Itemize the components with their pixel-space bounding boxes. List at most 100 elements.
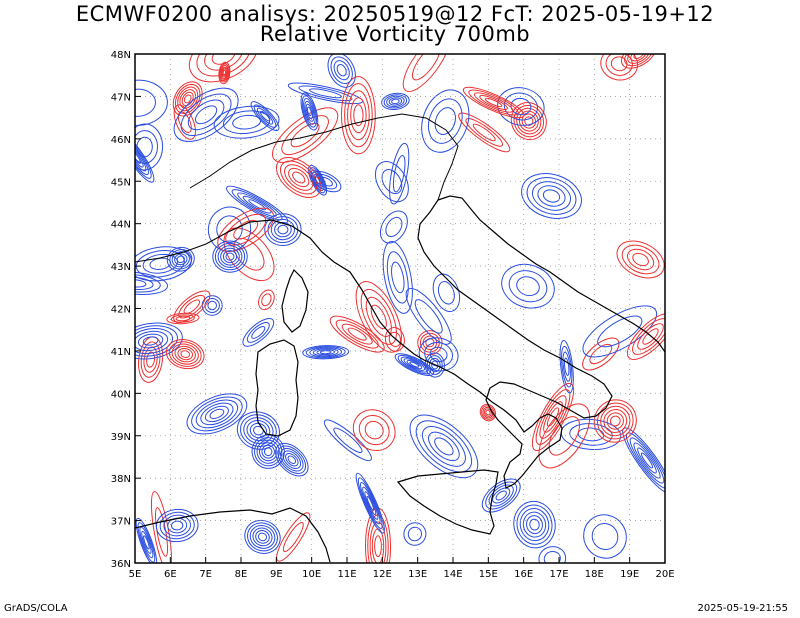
lat-tick-label: 48N [111,50,131,61]
negative-vorticity-contour [421,89,470,153]
lon-tick-label: 11E [337,569,356,580]
lon-tick-label: 12E [373,569,392,580]
positive-vorticity-contour [355,281,402,353]
lon-tick-label: 5E [129,569,142,580]
positive-vorticity-contour [276,157,322,198]
negative-vorticity-contour [323,419,372,462]
negative-vorticity-contour [389,142,410,205]
lon-tick-label: 14E [443,569,462,580]
positive-vorticity-contour [276,512,311,562]
lon-tick-label: 6E [164,569,177,580]
axis-ticks: 5E 6E 7E 8E 9E 10E 11E 12E 13E 14E 15E 16E 17E 18E 19E… [111,50,675,580]
lat-tick-label: 45N [111,177,131,188]
negative-vorticity-contour [173,87,239,142]
negative-vorticity-contour [381,92,410,111]
positive-vorticity-contour [616,240,665,279]
positive-vorticity-contour [352,409,396,452]
coastline-corsica [281,268,309,333]
lon-tick-label: 18E [585,569,604,580]
negative-vorticity-contour [583,514,627,559]
negative-vorticity-contour [251,434,285,469]
negative-vorticity-contour [405,288,452,345]
negative-vorticity-contour [382,240,413,314]
positive-vorticity-contour [223,227,275,282]
negative-vorticity-contour [538,546,567,563]
negative-vorticity-contour [622,427,665,494]
graticule [135,54,665,563]
negative-vorticity-contour [300,92,319,131]
positive-vorticity-contour [479,403,497,422]
positive-vorticity-contour [166,312,200,325]
negative-vorticity-contour [560,418,622,451]
negative-vorticity-contour [135,322,183,360]
negative-vorticity-contour [409,414,479,479]
lon-tick-label: 8E [235,569,248,580]
negative-vorticity-contour [501,263,555,309]
lon-tick-label: 17E [549,569,568,580]
negative-vorticity-contour [424,352,445,378]
coastline-adriatic-east [437,195,665,353]
lon-tick-label: 7E [199,569,212,580]
software-credit: GrADS/COLA [4,603,68,614]
negative-vorticity-contour [582,305,658,358]
lat-tick-label: 47N [111,92,131,103]
negative-vorticity-contour [135,132,155,183]
lon-tick-label: 20E [655,569,674,580]
negative-vorticity-contour [379,210,408,244]
negative-vorticity-contour [374,161,409,203]
negative-vorticity-contour [432,273,461,313]
negative-vorticity-contour [166,246,195,272]
coastlines [135,113,665,563]
lat-tick-label: 46N [111,135,131,146]
lat-tick-label: 39N [111,432,131,443]
positive-vorticity-contour [272,107,339,163]
positive-vorticity-contour [621,54,656,69]
negative-vorticity-contour [186,393,248,435]
lon-tick-label: 10E [302,569,321,580]
negative-vorticity-contour [244,519,281,554]
positive-vorticity-contour [458,112,511,153]
chart-subtitle: Relative Vorticity 700mb [259,22,531,46]
negative-vorticity-contour [212,240,248,273]
negative-vorticity-contour [250,101,280,131]
negative-vorticity-contour [355,472,385,534]
positive-vorticity-contour [462,86,525,119]
lat-tick-label: 41N [111,347,131,358]
positive-vorticity-contour [384,327,405,352]
negative-vorticity-contour [403,522,427,546]
negative-vorticity-contour [155,508,199,543]
lon-tick-label: 13E [408,569,427,580]
negative-vorticity-contour [513,500,556,549]
positive-vorticity-contour [593,399,637,443]
positive-vorticity-contour [340,76,376,155]
generation-timestamp: 2025-05-19-21:55 [697,603,788,614]
positive-vorticity-contour [402,54,450,92]
negative-vorticity-contour [135,79,168,126]
contour-field [135,54,665,563]
positive-vorticity-contour [258,289,275,311]
lon-tick-label: 19E [620,569,639,580]
lat-tick-label: 36N [111,559,131,570]
lat-tick-label: 37N [111,517,131,528]
negative-vorticity-contour [213,105,280,139]
negative-vorticity-contour [302,345,350,360]
negative-vorticity-contour [327,54,356,88]
negative-vorticity-contour [275,442,309,477]
coastline-sicily [396,469,499,535]
negative-vorticity-contour [264,213,302,247]
lon-tick-label: 16E [514,569,533,580]
coastline-italy [227,199,613,489]
positive-vorticity-contour [173,104,196,140]
negative-vorticity-contour [242,318,275,347]
coastline-north-africa [135,507,331,563]
positive-vorticity-contour [138,336,164,383]
lat-tick-label: 40N [111,389,131,400]
coastline-alps-border [189,113,459,201]
coastline-sardinia [255,339,299,437]
lon-tick-label: 15E [479,569,498,580]
lat-tick-label: 43N [111,262,131,273]
lat-tick-label: 44N [111,220,131,231]
lat-tick-label: 42N [111,305,131,316]
negative-vorticity-contour [521,173,582,219]
